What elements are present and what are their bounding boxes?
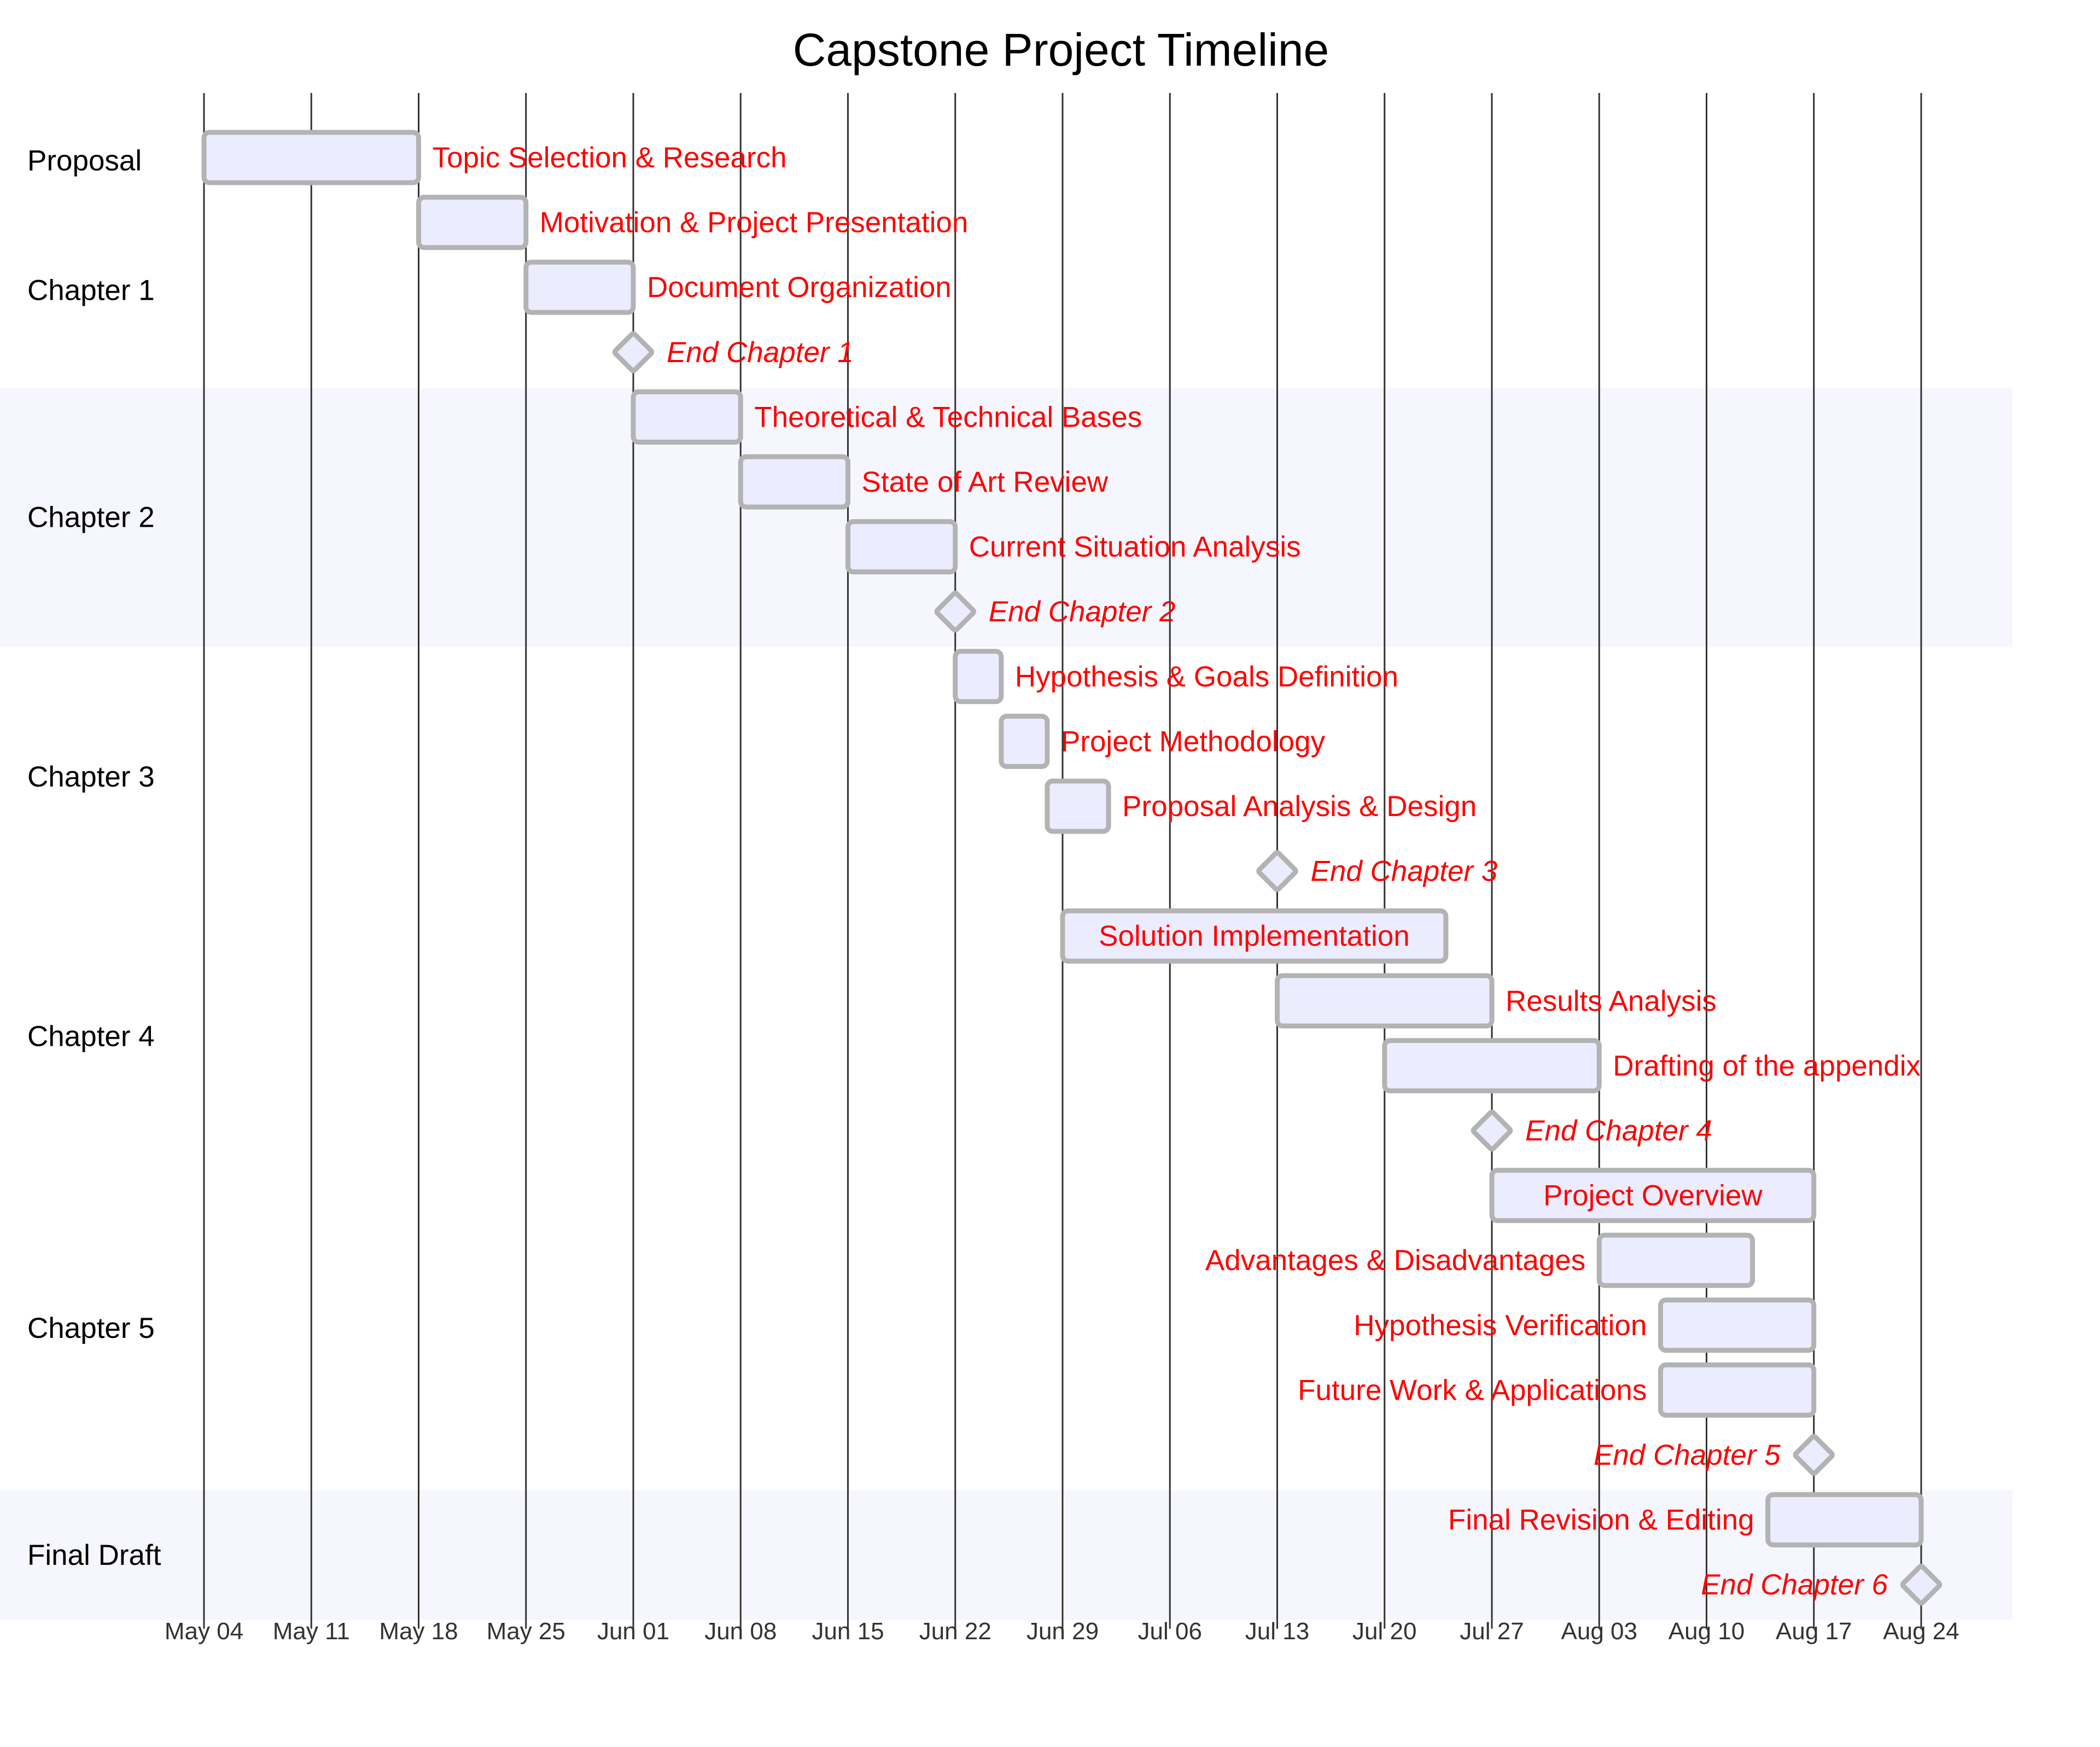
task-label-proposal-analysis-and-design: Proposal Analysis & Design <box>1122 790 1477 823</box>
section-label-chapter-3: Chapter 3 <box>27 761 155 793</box>
section-band-chapter-2 <box>0 387 2012 647</box>
task-label-current-situation-analysis: Current Situation Analysis <box>969 531 1301 563</box>
task-label-results-analysis: Results Analysis <box>1506 985 1717 1017</box>
task-label-state-of-art-review: State of Art Review <box>862 466 1109 498</box>
task-label-solution-implementation: Solution Implementation <box>1099 920 1410 952</box>
milestone-label-end-chapter-2: End Chapter 2 <box>989 596 1176 628</box>
x-tick-label: Jul 06 <box>1138 1618 1202 1645</box>
task-bar-future-work-and-applications <box>1658 1362 1817 1418</box>
milestone-label-end-chapter-4: End Chapter 4 <box>1525 1115 1712 1147</box>
x-tick-label: Jun 15 <box>812 1618 884 1645</box>
x-tick-label: Jun 22 <box>919 1618 991 1645</box>
x-tick-label: Jul 27 <box>1460 1618 1524 1645</box>
x-tick-label: Jun 08 <box>704 1618 777 1645</box>
task-label-theoretical-and-technical-bases: Theoretical & Technical Bases <box>754 401 1142 433</box>
section-labels: Proposal Chapter 1 Chapter 2 Chapter 3 Chapt… <box>27 144 161 1571</box>
x-axis-ticks: May 04 May 11 May 18 May 25 Jun 01 Jun 08 Jun … <box>165 1618 1959 1645</box>
task-bar-project-methodology <box>999 713 1050 769</box>
task-label-hypothesis-verification: Hypothesis Verification <box>1354 1309 1647 1342</box>
section-label-chapter-2: Chapter 2 <box>27 502 155 534</box>
task-label-project-overview: Project Overview <box>1543 1180 1763 1212</box>
task-bars: Topic Selection & Research Motivation & P… <box>201 130 1942 1606</box>
task-label-final-revision-and-editing: Final Revision & Editing <box>1448 1504 1754 1536</box>
task-label-project-methodology: Project Methodology <box>1061 725 1326 758</box>
task-bar-project-overview <box>1489 1168 1817 1224</box>
x-tick-label: May 25 <box>487 1618 565 1645</box>
task-label-advantages-and-disadvantages: Advantages & Disadvantages <box>1205 1244 1585 1277</box>
x-tick-label: May 11 <box>273 1618 350 1645</box>
milestone-end-chapter-2 <box>934 591 976 633</box>
section-bands <box>0 387 2012 1620</box>
chart-title: Capstone Project Timeline <box>793 24 1329 75</box>
milestone-label-end-chapter-3: End Chapter 3 <box>1311 855 1498 888</box>
x-tick-label: Aug 03 <box>1561 1618 1637 1645</box>
milestone-label-end-chapter-5: End Chapter 5 <box>1594 1439 1781 1471</box>
x-tick-label: May 04 <box>165 1618 243 1645</box>
x-tick-label: Jul 20 <box>1352 1618 1416 1645</box>
task-label-topic-selection-and-research: Topic Selection & Research <box>433 142 787 174</box>
section-label-chapter-1: Chapter 1 <box>27 275 155 307</box>
task-label-document-organization: Document Organization <box>647 271 952 304</box>
milestone-label-end-chapter-6: End Chapter 6 <box>1701 1569 1888 1601</box>
task-bar-final-revision-and-editing <box>1765 1492 1924 1548</box>
task-bar-topic-selection-and-research <box>201 130 421 185</box>
section-label-proposal: Proposal <box>27 144 142 177</box>
task-bar-drafting-of-the-appendix <box>1382 1038 1602 1093</box>
task-bar-state-of-art-review <box>738 454 850 510</box>
task-label-hypothesis-and-goals-definition: Hypothesis & Goals Definition <box>1015 661 1398 693</box>
x-tick-label: Jun 01 <box>597 1618 669 1645</box>
task-bar-results-analysis <box>1275 973 1495 1029</box>
task-bar-current-situation-analysis <box>845 519 958 575</box>
milestone-end-chapter-6 <box>1900 1564 1942 1606</box>
x-tick-label: Jun 29 <box>1026 1618 1099 1645</box>
x-tick-label: May 18 <box>379 1618 458 1645</box>
task-bar-document-organization <box>523 259 636 315</box>
milestone-end-chapter-5 <box>1793 1434 1835 1476</box>
x-tick-label: Aug 10 <box>1669 1618 1745 1645</box>
section-label-chapter-5: Chapter 5 <box>27 1312 155 1344</box>
task-bar-proposal-analysis-and-design <box>1045 778 1111 834</box>
task-label-motivation-and-project-presentation: Motivation & Project Presentation <box>540 207 969 239</box>
milestone-label-end-chapter-1: End Chapter 1 <box>667 336 854 369</box>
task-label-drafting-of-the-appendix: Drafting of the appendix <box>1613 1050 1921 1082</box>
milestone-end-chapter-4 <box>1471 1109 1513 1152</box>
milestone-end-chapter-1 <box>612 331 655 373</box>
task-bar-hypothesis-verification <box>1658 1297 1817 1353</box>
x-tick-label: Aug 17 <box>1776 1618 1852 1645</box>
x-tick-label: Aug 24 <box>1883 1618 1959 1645</box>
task-bar-theoretical-and-technical-bases <box>631 389 743 445</box>
milestone-end-chapter-3 <box>1256 850 1298 892</box>
task-label-future-work-and-applications: Future Work & Applications <box>1298 1374 1647 1406</box>
section-label-final-draft: Final Draft <box>27 1539 161 1571</box>
section-band-final-draft <box>0 1490 2012 1620</box>
task-bar-motivation-and-project-presentation <box>416 195 529 251</box>
task-bar-advantages-and-disadvantages <box>1596 1232 1755 1288</box>
section-label-chapter-4: Chapter 4 <box>27 1020 155 1052</box>
task-bar-hypothesis-and-goals-definition <box>953 649 1004 704</box>
x-tick-label: Jul 13 <box>1245 1618 1309 1645</box>
task-bar-solution-implementation <box>1060 908 1449 964</box>
